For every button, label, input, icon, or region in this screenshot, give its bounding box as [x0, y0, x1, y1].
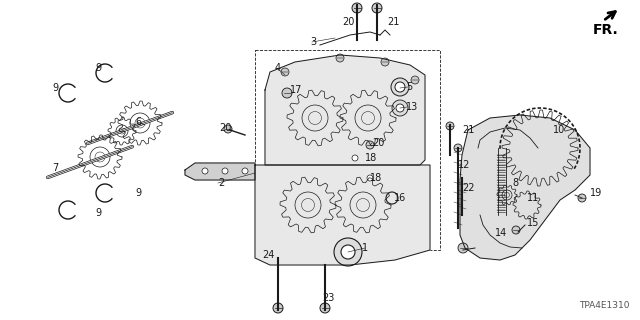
Text: 9: 9: [135, 188, 141, 198]
Circle shape: [381, 58, 389, 66]
Circle shape: [411, 76, 419, 84]
Text: 21: 21: [387, 17, 399, 27]
Text: 21: 21: [462, 125, 474, 135]
Text: FR.: FR.: [593, 23, 619, 37]
Circle shape: [352, 3, 362, 13]
Text: 14: 14: [495, 228, 508, 238]
Text: 20: 20: [342, 17, 355, 27]
Circle shape: [512, 226, 520, 234]
Text: 18: 18: [365, 153, 377, 163]
Text: 18: 18: [370, 173, 382, 183]
Circle shape: [578, 194, 586, 202]
Text: 22: 22: [462, 183, 474, 193]
Text: 16: 16: [394, 193, 406, 203]
Circle shape: [396, 104, 404, 112]
Circle shape: [341, 245, 355, 259]
Circle shape: [446, 122, 454, 130]
Circle shape: [352, 155, 358, 161]
Circle shape: [392, 100, 408, 116]
Text: 15: 15: [527, 218, 540, 228]
Circle shape: [282, 88, 292, 98]
Circle shape: [281, 68, 289, 76]
Circle shape: [367, 175, 373, 181]
Circle shape: [391, 78, 409, 96]
Circle shape: [458, 243, 468, 253]
Text: 13: 13: [406, 102, 419, 112]
Circle shape: [222, 168, 228, 174]
Text: 17: 17: [290, 85, 302, 95]
Circle shape: [395, 82, 405, 92]
Circle shape: [224, 125, 232, 133]
Text: 20: 20: [220, 123, 232, 133]
Text: 3: 3: [310, 37, 316, 47]
Polygon shape: [460, 115, 590, 260]
Circle shape: [202, 168, 208, 174]
Circle shape: [372, 3, 382, 13]
Circle shape: [366, 141, 374, 149]
Text: 9: 9: [95, 63, 101, 73]
Text: 8: 8: [512, 178, 518, 188]
Text: 19: 19: [590, 188, 602, 198]
Circle shape: [336, 54, 344, 62]
Text: 5: 5: [406, 82, 412, 92]
Text: 4: 4: [275, 63, 281, 73]
Circle shape: [242, 168, 248, 174]
Text: TPA4E1310: TPA4E1310: [579, 301, 630, 310]
Text: 10: 10: [553, 125, 565, 135]
Text: 23: 23: [322, 293, 334, 303]
Polygon shape: [185, 163, 255, 180]
Polygon shape: [255, 165, 430, 265]
Bar: [255, 50, 440, 250]
Polygon shape: [265, 55, 425, 165]
Circle shape: [334, 238, 362, 266]
Text: 12: 12: [458, 160, 470, 170]
Circle shape: [320, 303, 330, 313]
Text: 7: 7: [52, 163, 58, 173]
Circle shape: [454, 144, 462, 152]
Text: 24: 24: [262, 250, 275, 260]
Text: 2: 2: [218, 178, 224, 188]
Circle shape: [273, 303, 283, 313]
Text: 20: 20: [372, 138, 385, 148]
Text: 9: 9: [52, 83, 58, 93]
Text: 6: 6: [135, 117, 141, 127]
Text: 9: 9: [95, 208, 101, 218]
Text: 1: 1: [362, 243, 368, 253]
Text: 11: 11: [527, 193, 540, 203]
